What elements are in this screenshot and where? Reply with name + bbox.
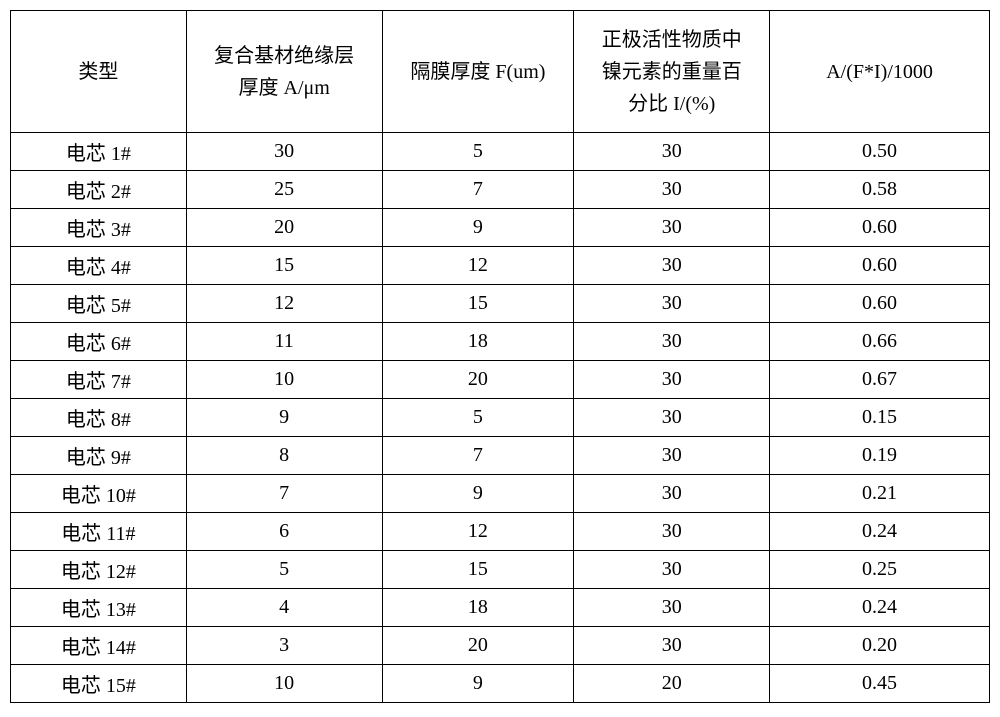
table-row: 电芯 8#95300.15 (11, 399, 990, 437)
cell-ratio: 0.45 (770, 665, 990, 703)
cell-type: 电芯 6# (11, 323, 187, 361)
table-row: 电芯 1#305300.50 (11, 133, 990, 171)
cell-a: 3 (186, 627, 382, 665)
table-header-row: 类型 复合基材绝缘层厚度 A/μm 隔膜厚度 F(um) 正极活性物质中镍元素的… (11, 11, 990, 133)
cell-f: 7 (382, 171, 574, 209)
cell-ratio: 0.66 (770, 323, 990, 361)
cell-ratio: 0.21 (770, 475, 990, 513)
cell-a: 10 (186, 665, 382, 703)
table-row: 电芯 13#418300.24 (11, 589, 990, 627)
cell-i: 30 (574, 171, 770, 209)
col-header-ratio: A/(F*I)/1000 (770, 11, 990, 133)
cell-ratio: 0.19 (770, 437, 990, 475)
cell-f: 12 (382, 513, 574, 551)
cell-a: 6 (186, 513, 382, 551)
cell-i: 30 (574, 361, 770, 399)
cell-a: 8 (186, 437, 382, 475)
cell-i: 30 (574, 589, 770, 627)
cell-a: 9 (186, 399, 382, 437)
cell-type: 电芯 11# (11, 513, 187, 551)
cell-a: 20 (186, 209, 382, 247)
cell-f: 12 (382, 247, 574, 285)
cell-f: 15 (382, 551, 574, 589)
cell-ratio: 0.24 (770, 513, 990, 551)
data-table: 类型 复合基材绝缘层厚度 A/μm 隔膜厚度 F(um) 正极活性物质中镍元素的… (10, 10, 990, 703)
cell-f: 5 (382, 399, 574, 437)
cell-a: 12 (186, 285, 382, 323)
cell-f: 7 (382, 437, 574, 475)
cell-f: 9 (382, 209, 574, 247)
cell-type: 电芯 12# (11, 551, 187, 589)
cell-i: 30 (574, 209, 770, 247)
cell-f: 5 (382, 133, 574, 171)
cell-i: 30 (574, 399, 770, 437)
cell-a: 5 (186, 551, 382, 589)
table-row: 电芯 10#79300.21 (11, 475, 990, 513)
cell-i: 30 (574, 247, 770, 285)
cell-i: 30 (574, 285, 770, 323)
table-row: 电芯 11#612300.24 (11, 513, 990, 551)
cell-i: 30 (574, 475, 770, 513)
cell-i: 30 (574, 133, 770, 171)
cell-a: 30 (186, 133, 382, 171)
cell-type: 电芯 5# (11, 285, 187, 323)
cell-i: 30 (574, 513, 770, 551)
table-row: 电芯 5#1215300.60 (11, 285, 990, 323)
cell-i: 30 (574, 323, 770, 361)
cell-type: 电芯 4# (11, 247, 187, 285)
cell-a: 10 (186, 361, 382, 399)
table-row: 电芯 12#515300.25 (11, 551, 990, 589)
cell-f: 18 (382, 323, 574, 361)
cell-ratio: 0.60 (770, 247, 990, 285)
table-row: 电芯 2#257300.58 (11, 171, 990, 209)
cell-type: 电芯 1# (11, 133, 187, 171)
cell-f: 20 (382, 361, 574, 399)
cell-f: 18 (382, 589, 574, 627)
cell-ratio: 0.50 (770, 133, 990, 171)
cell-ratio: 0.60 (770, 285, 990, 323)
col-header-f: 隔膜厚度 F(um) (382, 11, 574, 133)
cell-type: 电芯 3# (11, 209, 187, 247)
cell-i: 30 (574, 551, 770, 589)
cell-a: 7 (186, 475, 382, 513)
table-header: 类型 复合基材绝缘层厚度 A/μm 隔膜厚度 F(um) 正极活性物质中镍元素的… (11, 11, 990, 133)
cell-i: 30 (574, 627, 770, 665)
col-header-type: 类型 (11, 11, 187, 133)
cell-ratio: 0.25 (770, 551, 990, 589)
cell-i: 20 (574, 665, 770, 703)
cell-type: 电芯 14# (11, 627, 187, 665)
col-header-i: 正极活性物质中镍元素的重量百分比 I/(%) (574, 11, 770, 133)
table-body: 电芯 1#305300.50电芯 2#257300.58电芯 3#209300.… (11, 133, 990, 703)
cell-f: 9 (382, 475, 574, 513)
cell-f: 15 (382, 285, 574, 323)
cell-a: 11 (186, 323, 382, 361)
cell-f: 20 (382, 627, 574, 665)
cell-type: 电芯 7# (11, 361, 187, 399)
cell-type: 电芯 9# (11, 437, 187, 475)
cell-type: 电芯 13# (11, 589, 187, 627)
cell-ratio: 0.20 (770, 627, 990, 665)
cell-type: 电芯 15# (11, 665, 187, 703)
cell-i: 30 (574, 437, 770, 475)
cell-ratio: 0.24 (770, 589, 990, 627)
cell-type: 电芯 2# (11, 171, 187, 209)
cell-a: 15 (186, 247, 382, 285)
table-row: 电芯 9#87300.19 (11, 437, 990, 475)
cell-ratio: 0.67 (770, 361, 990, 399)
cell-ratio: 0.60 (770, 209, 990, 247)
cell-ratio: 0.15 (770, 399, 990, 437)
cell-type: 电芯 8# (11, 399, 187, 437)
cell-a: 4 (186, 589, 382, 627)
cell-f: 9 (382, 665, 574, 703)
table-row: 电芯 7#1020300.67 (11, 361, 990, 399)
table-row: 电芯 6#1118300.66 (11, 323, 990, 361)
col-header-a: 复合基材绝缘层厚度 A/μm (186, 11, 382, 133)
table-row: 电芯 14#320300.20 (11, 627, 990, 665)
cell-ratio: 0.58 (770, 171, 990, 209)
cell-a: 25 (186, 171, 382, 209)
table-row: 电芯 3#209300.60 (11, 209, 990, 247)
cell-type: 电芯 10# (11, 475, 187, 513)
table-row: 电芯 15#109200.45 (11, 665, 990, 703)
table-row: 电芯 4#1512300.60 (11, 247, 990, 285)
